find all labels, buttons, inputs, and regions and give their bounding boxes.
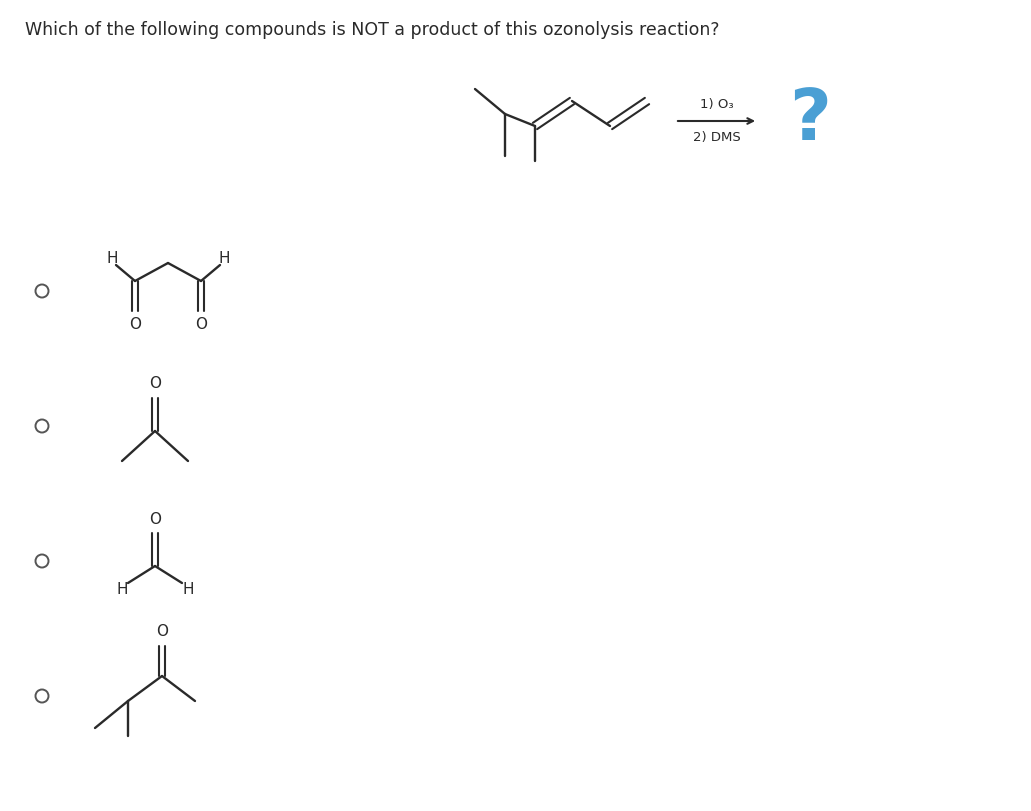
Text: O: O — [195, 317, 207, 333]
Text: O: O — [149, 376, 161, 392]
Text: O: O — [156, 624, 168, 640]
Text: H: H — [219, 251, 230, 267]
Text: O: O — [149, 512, 161, 526]
Text: H: H — [117, 581, 128, 597]
Text: H: H — [182, 581, 194, 597]
Text: ?: ? — [789, 87, 831, 156]
Text: H: H — [106, 251, 118, 267]
Text: O: O — [129, 317, 141, 333]
Text: 1) O₃: 1) O₃ — [700, 98, 733, 111]
Text: 2) DMS: 2) DMS — [693, 131, 740, 144]
Text: Which of the following compounds is NOT a product of this ozonolysis reaction?: Which of the following compounds is NOT … — [25, 21, 720, 39]
